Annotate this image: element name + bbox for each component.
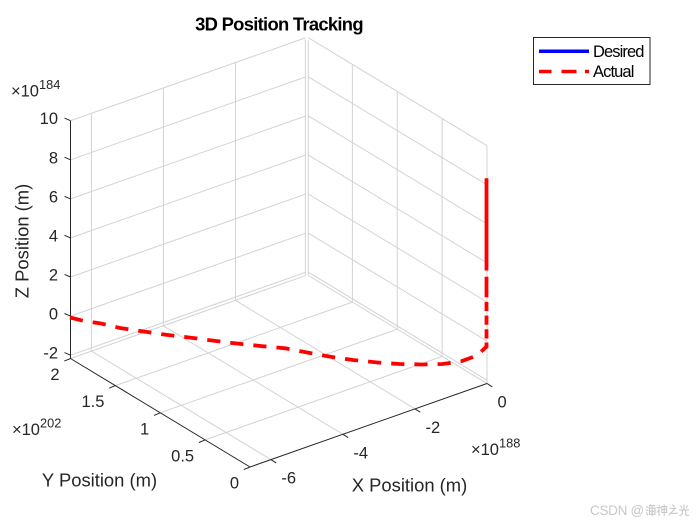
svg-text:Desired: Desired [593, 43, 644, 61]
svg-text:8: 8 [49, 149, 58, 167]
svg-text:×10184: ×10184 [11, 77, 60, 101]
svg-text:CSDN @: CSDN @ [590, 503, 644, 518]
svg-text:Z Position (m): Z Position (m) [12, 184, 33, 298]
svg-text:0: 0 [498, 394, 507, 412]
svg-text:-4: -4 [353, 444, 368, 462]
svg-text:4: 4 [49, 227, 58, 245]
svg-text:6: 6 [49, 188, 58, 206]
svg-text:10: 10 [40, 110, 58, 128]
svg-text:Actual: Actual [593, 63, 634, 81]
svg-text:×10202: ×10202 [12, 416, 61, 440]
svg-text:-2: -2 [43, 345, 58, 363]
svg-text:-6: -6 [281, 470, 296, 488]
svg-text:0: 0 [230, 475, 239, 493]
svg-text:1: 1 [140, 420, 149, 438]
svg-text:0.5: 0.5 [171, 447, 194, 465]
svg-text:3D Position Tracking: 3D Position Tracking [195, 14, 363, 35]
svg-text:Y Position (m): Y Position (m) [42, 470, 157, 491]
svg-text:2: 2 [49, 267, 58, 285]
svg-text:-2: -2 [426, 419, 441, 437]
svg-text:0: 0 [49, 306, 58, 324]
svg-text:×10188: ×10188 [471, 436, 520, 460]
svg-text:1.5: 1.5 [81, 393, 104, 411]
svg-text:X Position (m): X Position (m) [352, 475, 467, 496]
svg-text:2: 2 [50, 366, 59, 384]
